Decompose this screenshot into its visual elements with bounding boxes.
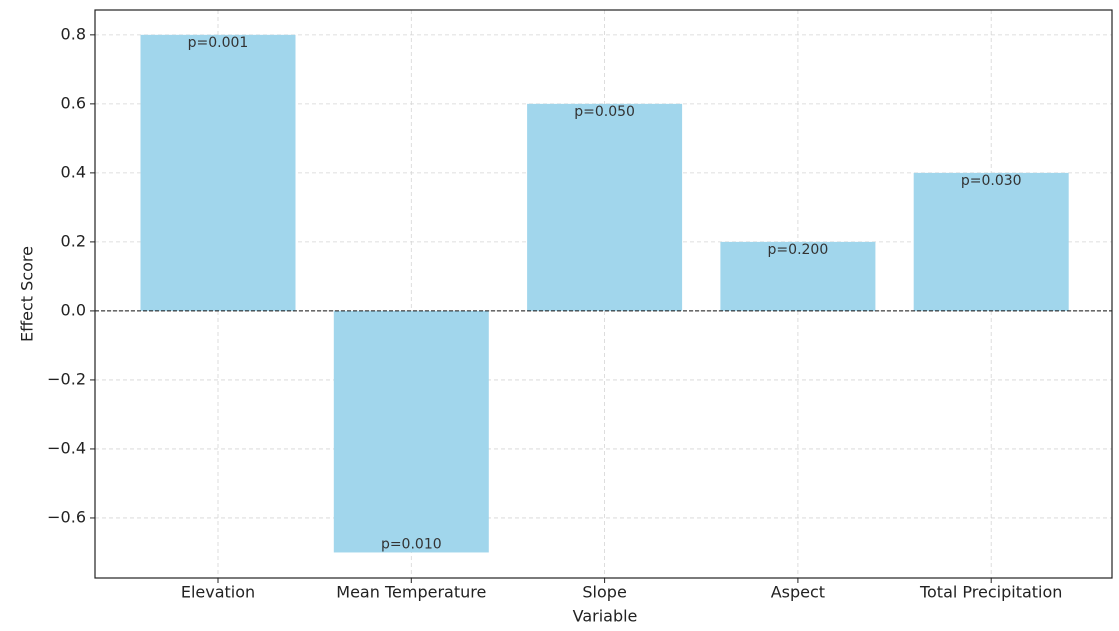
y-tick-label: −0.4: [47, 438, 86, 457]
annotation: p=0.001: [188, 35, 249, 51]
annotation: p=0.050: [574, 104, 635, 120]
y-tick-label: 0.0: [61, 300, 86, 319]
x-tick-label: Aspect: [771, 583, 825, 602]
y-tick-label: −0.6: [47, 507, 86, 526]
annotation: p=0.200: [768, 242, 829, 258]
bar: [333, 310, 489, 553]
y-tick-label: 0.2: [61, 231, 86, 250]
x-tick-label: Mean Temperature: [336, 583, 486, 602]
y-tick-label: 0.8: [61, 24, 86, 43]
bar: [720, 241, 876, 311]
y-axis-label: Effect Score: [18, 246, 37, 342]
y-tick-label: 0.4: [61, 162, 86, 181]
plot-frame: [94, 9, 1113, 579]
x-tick-label: Slope: [582, 583, 626, 602]
y-tick-label: −0.2: [47, 369, 86, 388]
annotation: p=0.010: [381, 536, 442, 552]
bar: [527, 103, 683, 311]
x-tick-label: Total Precipitation: [919, 583, 1062, 602]
x-axis-label: Variable: [573, 607, 638, 626]
annotation: p=0.030: [961, 173, 1022, 189]
y-tick-label: 0.6: [61, 93, 86, 112]
x-tick-label: Elevation: [181, 583, 255, 602]
bar: [140, 34, 296, 311]
bar: [913, 172, 1069, 311]
